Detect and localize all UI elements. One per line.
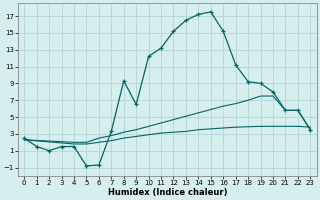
X-axis label: Humidex (Indice chaleur): Humidex (Indice chaleur) [108, 188, 227, 197]
